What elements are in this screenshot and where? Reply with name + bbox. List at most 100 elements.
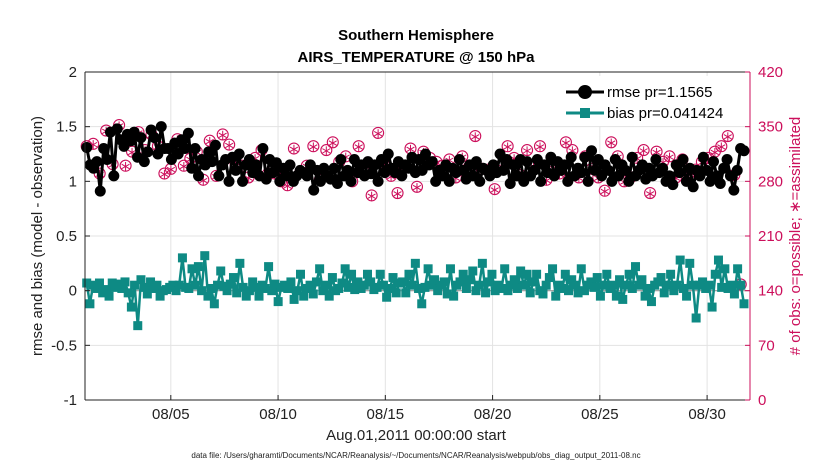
bias-point [362,269,372,279]
bias-point [283,283,293,293]
bias-point [503,286,513,296]
obs-possible-point [391,186,404,200]
bias-point [538,289,548,299]
bias-point [662,280,672,290]
obs-assimilated-point [717,142,726,152]
obs-assimilated-point [225,140,234,150]
bias-point [672,280,682,290]
x-tick-label: 08/05 [152,406,190,423]
bias-point [327,273,337,283]
bias-point [91,283,101,293]
obs-assimilated-point [322,146,331,156]
bias-point [726,280,736,290]
bias-point [187,264,197,274]
bias-point [445,264,455,274]
bias-point [522,269,532,279]
rmse-point [209,139,221,151]
obs-assimilated-point [218,130,227,140]
bias-point [481,288,491,298]
bias-point [260,283,270,293]
obs-assimilated-point [354,142,363,152]
bias-point [337,278,347,288]
bias-point [347,269,357,279]
obs-assimilated-stroke [309,144,318,150]
bias-point [720,264,730,274]
bias-point [519,280,529,290]
bias-point [264,262,274,272]
rmse-point [101,153,113,165]
rmse-point [111,123,123,135]
y2-tick-label: 420 [758,64,783,81]
bias-point [388,273,398,283]
rmse-point [328,162,340,174]
bias-point [458,269,468,279]
obs-assimilated-stroke [607,140,616,146]
bias-point [423,264,433,274]
bias-point [146,277,156,287]
obs-assimilated-stroke [367,193,376,199]
obs-assimilated-point [328,138,337,148]
obs-assimilated-point [471,132,480,142]
bias-point [567,275,577,285]
bias-point [449,291,459,301]
bias-point [646,297,656,307]
rmse-point [223,175,235,187]
bias-point [733,264,743,274]
bias-point [509,275,519,285]
legend-rmse-marker [578,85,592,99]
bias-point [631,262,641,272]
bias-point [193,262,203,272]
obs-assimilated-stroke [121,163,130,170]
bias-point [516,266,526,276]
bias-point [455,277,465,287]
obs-assimilated-stroke [205,138,214,145]
bias-point [656,273,666,283]
rmse-point [697,151,709,163]
bias-point [564,286,574,296]
rmse-point [308,184,320,196]
bias-point [139,282,149,292]
bias-point [698,277,708,287]
rmse-point [708,156,720,168]
obs-assimilated-point [393,189,402,199]
bias-point [334,283,344,293]
obs-assimilated-stroke [160,171,169,177]
bias-point [289,294,299,304]
rmse-point [626,151,638,163]
rmse-point [186,162,198,174]
bias-point [101,285,111,295]
bias-point [184,283,194,293]
bias-point [637,275,647,285]
x-tick-label: 08/20 [474,406,512,423]
obs-assimilated-stroke [665,154,674,160]
bias-point [251,282,261,292]
bias-point [678,283,688,293]
bias-point [685,258,695,268]
bias-point [500,264,510,274]
bias-point [130,280,140,290]
bias-point [404,269,414,279]
rmse-point [135,132,147,144]
bias-point [375,269,385,279]
rmse-point [470,156,482,168]
bias-point [299,291,309,301]
bias-point [599,280,609,290]
obs-assimilated-point [490,185,499,195]
obs-assimilated-stroke [218,132,227,138]
rmse-point [453,153,465,165]
rmse-point [718,162,730,174]
bias-point [592,273,602,283]
bias-point [190,280,200,290]
rmse-point [98,143,110,155]
bias-point [551,291,561,301]
rmse-point [142,146,154,158]
obs-assimilated-point [373,129,383,139]
obs-assimilated-point [503,142,512,152]
bias-point [241,291,251,301]
bias-point [570,280,580,290]
rmse-point [94,185,106,197]
rmse-point [331,178,343,190]
rmse-point [176,134,188,146]
bias-point [117,283,127,293]
bias-point [442,289,452,299]
